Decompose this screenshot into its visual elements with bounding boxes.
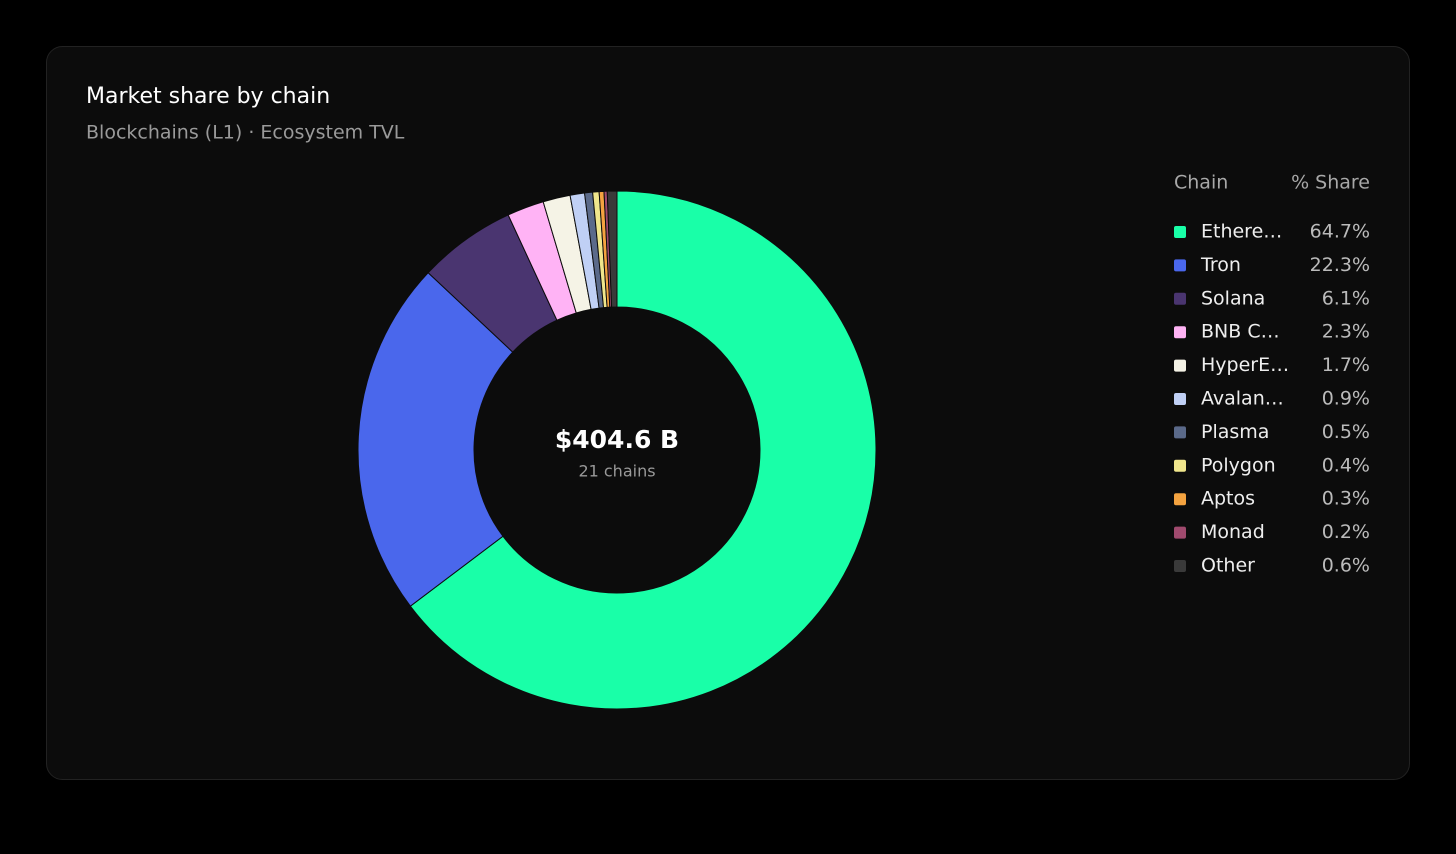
legend-value: 0.3% [1322,488,1370,510]
legend-label: Ethere… [1201,221,1282,243]
chart-title: Market share by chain [86,84,330,109]
legend-value: 1.7% [1322,354,1370,376]
legend-value: 0.4% [1322,454,1370,476]
legend-value: 22.3% [1310,254,1370,276]
legend-value: 6.1% [1322,287,1370,309]
legend-value: 0.6% [1322,555,1370,577]
legend-label: Plasma [1201,421,1269,443]
legend-swatch [1174,526,1186,539]
legend-value: 2.3% [1322,321,1370,343]
center-sublabel: 21 chains [578,462,655,481]
legend-label: Avalan… [1201,388,1284,410]
donut-slice [409,190,877,710]
legend-swatch [1174,226,1186,238]
legend-header: % Share [1291,172,1370,194]
legend-swatch [1174,292,1186,305]
legend-value: 64.7% [1310,221,1370,243]
center-label: $404.6 B [555,425,679,454]
legend-swatch [1174,259,1186,272]
chart-subtitle: Blockchains (L1) · Ecosystem TVL [86,122,405,144]
legend-swatch [1174,493,1186,506]
legend-swatch [1174,459,1186,472]
donut-slice [606,190,618,308]
legend-swatch [1174,359,1186,372]
legend-swatch [1174,393,1186,405]
legend-header: Chain [1174,172,1228,194]
legend-swatch [1174,560,1186,572]
legend-swatch [1174,426,1186,439]
legend-swatch [1174,326,1186,339]
legend-label: HyperE… [1201,354,1289,376]
donut [357,190,877,710]
legend-value: 0.2% [1322,521,1370,543]
legend-label: Monad [1201,521,1265,543]
card [46,46,1410,780]
legend-value: 0.9% [1322,388,1370,410]
legend-label: Other [1201,555,1255,577]
legend-label: Solana [1201,287,1265,309]
legend-label: Tron [1200,254,1241,276]
legend-value: 0.5% [1322,421,1370,443]
legend-label: BNB C… [1201,321,1280,343]
legend-label: Aptos [1201,488,1255,510]
donut-slice [357,271,514,607]
legend-label: Polygon [1201,454,1276,476]
